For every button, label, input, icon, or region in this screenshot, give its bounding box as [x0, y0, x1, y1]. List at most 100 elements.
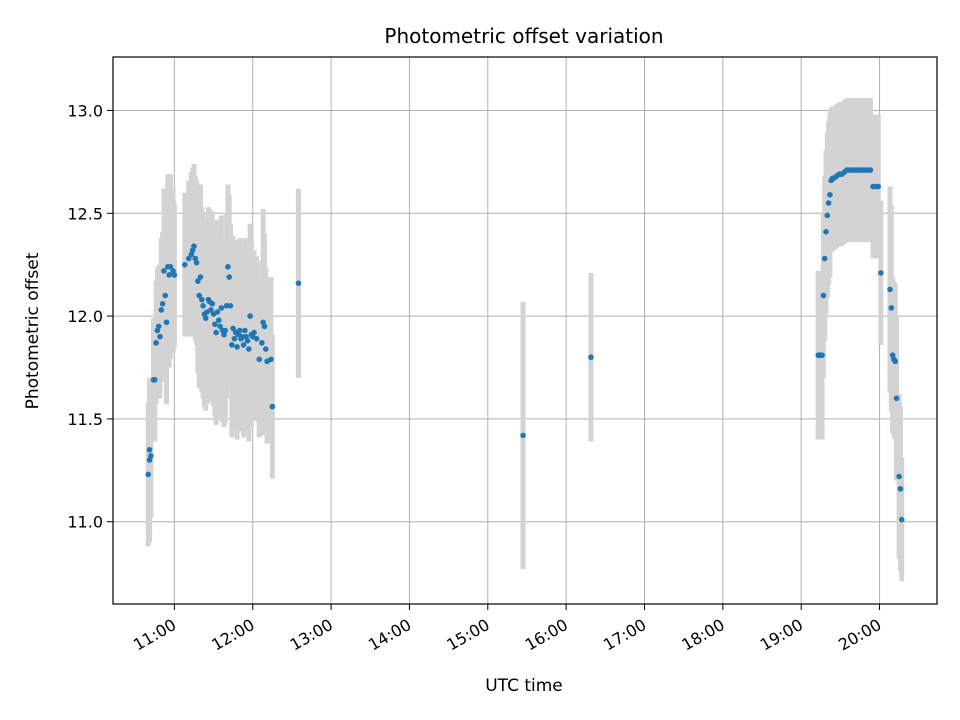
data-point	[242, 327, 248, 334]
data-point	[171, 272, 178, 278]
data-point	[234, 344, 240, 350]
data-point	[208, 307, 214, 313]
data-point	[236, 327, 243, 334]
x-tick-label: 11:00	[130, 615, 179, 655]
data-point	[875, 183, 882, 190]
data-point	[898, 516, 905, 523]
data-point	[214, 309, 221, 315]
data-point	[158, 307, 165, 313]
data-point	[887, 286, 893, 293]
data-point	[215, 317, 222, 324]
x-tick-label: 18:00	[678, 615, 727, 655]
y-tick-label: 12.0	[67, 307, 103, 326]
data-point	[145, 471, 152, 478]
data-point	[193, 259, 200, 266]
data-point	[155, 323, 162, 330]
data-point	[197, 274, 204, 280]
data-point	[268, 356, 274, 363]
data-point	[162, 292, 169, 299]
data-point	[227, 303, 234, 309]
data-point	[825, 200, 832, 206]
x-tick-label: 12:00	[208, 615, 257, 655]
data-point	[198, 296, 205, 303]
data-point	[262, 346, 269, 352]
data-point	[226, 274, 233, 280]
data-point	[148, 453, 154, 459]
x-tick-label: 14:00	[365, 615, 414, 655]
data-point	[153, 340, 159, 346]
data-point	[218, 305, 225, 311]
data-point	[182, 261, 188, 268]
data-point	[151, 377, 158, 383]
data-point	[253, 335, 260, 342]
data-points	[145, 167, 905, 523]
x-tick-label: 16:00	[522, 615, 571, 655]
x-axis-ticks: 11:00 12:00 13:00 14:00 15:00 16:00 17:00 18:00…	[130, 604, 885, 655]
data-point	[295, 280, 302, 287]
data-point	[225, 263, 231, 270]
data-point	[212, 321, 218, 328]
data-point	[223, 303, 230, 309]
data-point	[185, 255, 192, 262]
data-point	[244, 337, 251, 344]
data-point	[251, 329, 257, 336]
data-point	[196, 292, 202, 299]
data-point	[217, 323, 223, 330]
data-point	[892, 358, 899, 365]
data-point	[520, 432, 526, 439]
data-point	[867, 167, 874, 173]
data-point	[146, 446, 153, 453]
data-point	[161, 268, 167, 274]
x-tick-label: 17:00	[600, 615, 649, 655]
data-point	[827, 191, 833, 198]
data-point	[231, 335, 238, 342]
data-point	[269, 403, 276, 410]
y-tick-label: 11.5	[67, 410, 103, 429]
data-point	[230, 325, 236, 332]
data-point	[259, 340, 265, 346]
data-point	[167, 263, 174, 270]
data-point	[195, 278, 201, 284]
y-tick-label: 11.0	[67, 513, 103, 532]
x-tick-label: 20:00	[835, 615, 884, 655]
data-point	[209, 300, 216, 307]
data-point	[820, 292, 827, 299]
y-tick-label: 13.0	[67, 101, 103, 120]
data-point	[166, 272, 172, 278]
data-point	[200, 303, 206, 309]
y-axis-ticks: 11.0 11.5 12.0 12.5 13.0	[67, 101, 113, 532]
data-point	[888, 305, 895, 311]
data-point	[261, 323, 268, 330]
data-point	[823, 228, 829, 235]
x-axis-label: UTC time	[485, 676, 563, 696]
data-point	[897, 486, 904, 492]
data-point	[213, 329, 219, 336]
plot-frame	[112, 56, 938, 605]
x-tick-label: 19:00	[757, 615, 806, 655]
data-point	[157, 333, 163, 340]
data-point	[893, 395, 900, 402]
x-tick-label: 15:00	[443, 615, 492, 655]
data-point	[588, 354, 594, 361]
data-point	[163, 319, 170, 326]
error-bars	[145, 98, 905, 582]
data-point	[191, 243, 197, 249]
data-point	[246, 346, 252, 352]
chart-title: Photometric offset variation	[384, 24, 663, 48]
data-point	[240, 342, 247, 348]
data-point	[222, 327, 229, 334]
data-point	[229, 342, 235, 348]
x-tick-label: 13:00	[287, 615, 336, 655]
data-point	[819, 352, 825, 358]
y-axis-label: Photometric offset	[23, 252, 43, 409]
data-point	[239, 333, 246, 340]
data-point	[256, 356, 263, 363]
data-point	[247, 313, 253, 319]
y-tick-label: 12.5	[67, 204, 103, 223]
data-point	[896, 473, 902, 480]
data-point	[202, 315, 209, 321]
data-point	[824, 212, 831, 219]
data-point	[159, 300, 166, 307]
data-point	[878, 270, 884, 276]
